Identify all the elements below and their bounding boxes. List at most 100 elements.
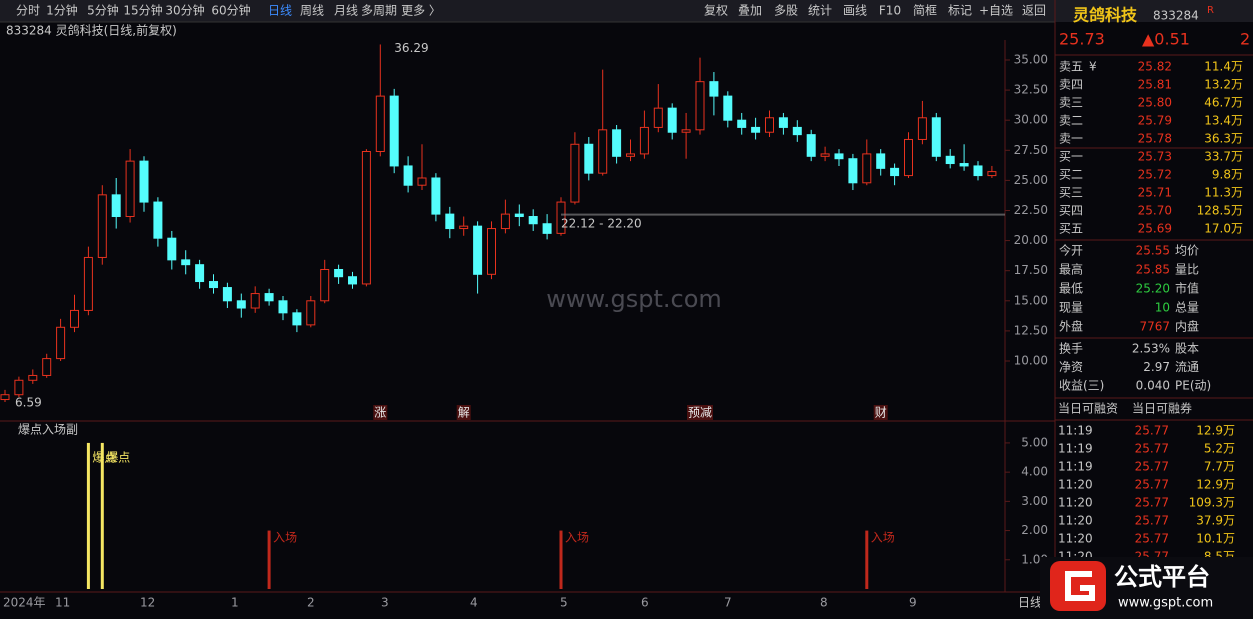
candle-body: [570, 143, 580, 203]
y-tick-label: 30.00: [1014, 113, 1048, 127]
high-label: 36.29: [394, 41, 428, 55]
candle-body: [236, 300, 246, 309]
book-volume: 11.4万: [1204, 60, 1243, 74]
candle-body: [42, 358, 52, 376]
toolbar-tab[interactable]: 周线: [300, 4, 324, 18]
extra: 2: [1240, 30, 1250, 49]
candle-body: [264, 293, 274, 302]
tab[interactable]: 当日可融资: [1058, 402, 1118, 416]
stat-value: 7767: [1139, 320, 1170, 334]
signal-bar: [865, 530, 869, 589]
candle-body: [667, 107, 677, 133]
toolbar-tab[interactable]: 15分钟: [123, 3, 162, 18]
event-label[interactable]: 解: [458, 406, 470, 420]
book-label: 买一: [1059, 150, 1083, 164]
signal-label: 入场: [273, 531, 297, 545]
candle-body: [556, 201, 566, 234]
candle-body: [639, 126, 649, 155]
stat-value: 25.55: [1136, 244, 1170, 258]
book-label: 卖四: [1059, 78, 1083, 92]
toolbar-tab[interactable]: 60分钟: [211, 3, 250, 18]
trade-volume: 7.7万: [1204, 460, 1235, 474]
candle-body: [695, 81, 705, 131]
candle-body: [278, 300, 288, 314]
candle-body: [0, 394, 10, 401]
trade-volume: 12.9万: [1196, 478, 1235, 492]
badge: R: [1207, 5, 1214, 16]
y-tick-label: 3.00: [1021, 494, 1048, 508]
toolbar-tab[interactable]: 1分钟: [46, 3, 78, 18]
stat-value: 25.20: [1136, 282, 1170, 296]
candle-body: [514, 213, 524, 218]
candle-body: [876, 153, 886, 169]
trade-price: 25.77: [1135, 460, 1169, 474]
candle-body: [403, 165, 413, 186]
toolbar-button[interactable]: 简框: [913, 4, 937, 18]
candle-body: [375, 95, 385, 152]
toolbar-tab[interactable]: 月线: [334, 4, 358, 18]
book-label: 卖三: [1059, 96, 1083, 110]
toolbar-tab[interactable]: 日线: [268, 4, 292, 18]
book-price: 25.82: [1138, 60, 1172, 74]
stat-value: 2.97: [1143, 360, 1170, 374]
tab[interactable]: 当日可融券: [1132, 401, 1192, 416]
y-tick-label: 35.00: [1014, 52, 1048, 66]
toolbar-button[interactable]: 返回: [1022, 4, 1046, 18]
candle-body: [890, 167, 900, 177]
signal-label: 入场: [565, 531, 589, 545]
candle-body: [681, 129, 691, 133]
book-volume: 36.3万: [1204, 132, 1243, 146]
toolbar-tab[interactable]: 5分钟: [87, 3, 119, 18]
toolbar-button[interactable]: +自选: [979, 4, 1013, 18]
trade-time: 11:20: [1058, 496, 1093, 510]
toolbar-button[interactable]: 复权: [704, 4, 728, 18]
trade-time: 11:20: [1058, 478, 1093, 492]
x-tick-label: 11: [55, 596, 70, 610]
chart-header: 833284 灵鸽科技(日线,前复权): [6, 23, 177, 38]
band-label: 22.12 - 22.20: [561, 217, 642, 231]
toolbar-button[interactable]: 统计: [808, 4, 832, 18]
toolbar-button[interactable]: 叠加: [738, 4, 762, 18]
toolbar-button[interactable]: 多股: [774, 4, 798, 18]
stat-label: 均价: [1175, 244, 1199, 258]
last-price: 25.73: [1059, 30, 1105, 49]
candle-body: [792, 126, 802, 136]
signal-bar: [267, 530, 271, 589]
toolbar-button[interactable]: 画线: [843, 4, 867, 18]
trade-time: 11:19: [1058, 442, 1093, 456]
y-tick-label: 20.00: [1014, 233, 1048, 247]
event-label[interactable]: 预减: [688, 406, 712, 420]
toolbar-button[interactable]: F10: [879, 4, 901, 18]
y-tick-label: 4.00: [1021, 465, 1048, 479]
book-volume: 46.7万: [1204, 96, 1243, 110]
candle-body: [723, 95, 733, 121]
candle-body: [56, 326, 66, 360]
toolbar: [0, 0, 1253, 22]
trade-price: 25.77: [1135, 478, 1169, 492]
book-price: 25.70: [1138, 204, 1172, 218]
toolbar-tab[interactable]: 30分钟: [165, 3, 204, 18]
candle-body: [487, 228, 496, 275]
book-label: 卖五: [1059, 60, 1083, 74]
toolbar-tab[interactable]: 多周期: [361, 4, 397, 18]
book-volume: 9.8万: [1212, 168, 1243, 182]
y-tick-label: 25.00: [1014, 173, 1048, 187]
toolbar-tab[interactable]: 更多 〉: [401, 4, 441, 18]
toolbar-tab[interactable]: 分时: [16, 4, 40, 18]
book-price: 25.71: [1138, 186, 1172, 200]
stat-label: PE(动): [1175, 379, 1211, 393]
book-label: 买四: [1059, 204, 1083, 218]
trade-price: 25.77: [1135, 496, 1169, 510]
x-tick-label: 8: [820, 596, 828, 610]
stat-label: 量比: [1175, 263, 1199, 277]
logo-glyph: [1065, 571, 1095, 601]
book-volume: 33.7万: [1204, 150, 1243, 164]
x-tick-label: 4: [470, 596, 478, 610]
candle-body: [445, 213, 455, 230]
event-label[interactable]: 涨: [374, 405, 386, 420]
candle-body: [751, 126, 761, 133]
toolbar-button[interactable]: 标记: [948, 4, 972, 18]
event-label[interactable]: 财: [875, 406, 887, 420]
event-box: [873, 405, 888, 420]
